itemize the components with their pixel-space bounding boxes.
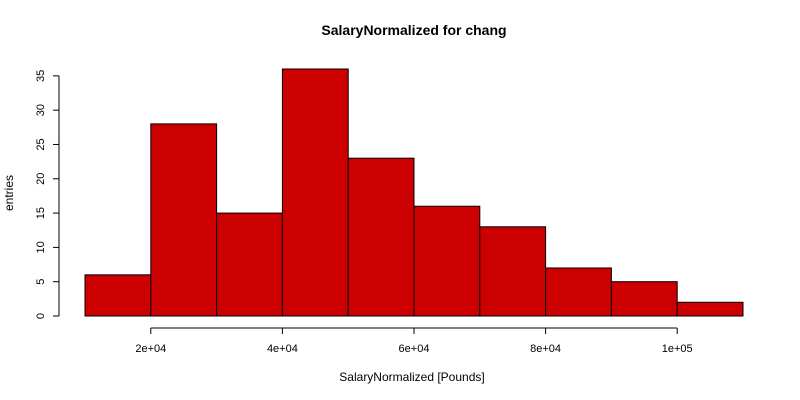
histogram-bar-0: [84, 274, 152, 317]
x-tick-label-4: 1e+05: [662, 343, 693, 355]
y-tick-label-0: 0: [35, 313, 47, 319]
x-axis: 2e+04 4e+04 6e+04 8e+04 1e+05: [135, 327, 693, 355]
x-tick-label-1: 4e+04: [267, 343, 298, 355]
y-tick-label-7: 35: [35, 70, 47, 82]
y-tick-label-5: 25: [35, 138, 47, 150]
y-axis: 0 5 10 15 20 25 30 35: [35, 70, 60, 319]
histogram-bar-5: [413, 205, 481, 317]
chart-title: SalaryNormalized for chang: [321, 22, 506, 38]
y-tick-label-3: 15: [35, 207, 47, 219]
y-tick-label-4: 20: [35, 173, 47, 185]
x-tick-label-2: 6e+04: [399, 343, 430, 355]
y-tick-label-6: 30: [35, 104, 47, 116]
x-axis-label: SalaryNormalized [Pounds]: [339, 370, 484, 384]
histogram-bar-7: [545, 267, 612, 317]
y-tick-label-2: 10: [35, 241, 47, 253]
histogram-bar-3: [281, 68, 349, 317]
y-tick-label-1: 5: [35, 279, 47, 285]
histogram-bar-4: [347, 157, 415, 317]
histogram-bar-9: [676, 301, 744, 317]
bars-group: [84, 68, 744, 317]
histogram-bar-6: [479, 226, 547, 317]
y-axis-label: entries: [2, 175, 16, 211]
histogram-bar-1: [150, 123, 218, 317]
histogram-bar-2: [216, 212, 283, 317]
x-tick-label-0: 2e+04: [135, 343, 166, 355]
x-tick-label-3: 8e+04: [530, 343, 561, 355]
histogram-bar-8: [610, 281, 678, 317]
